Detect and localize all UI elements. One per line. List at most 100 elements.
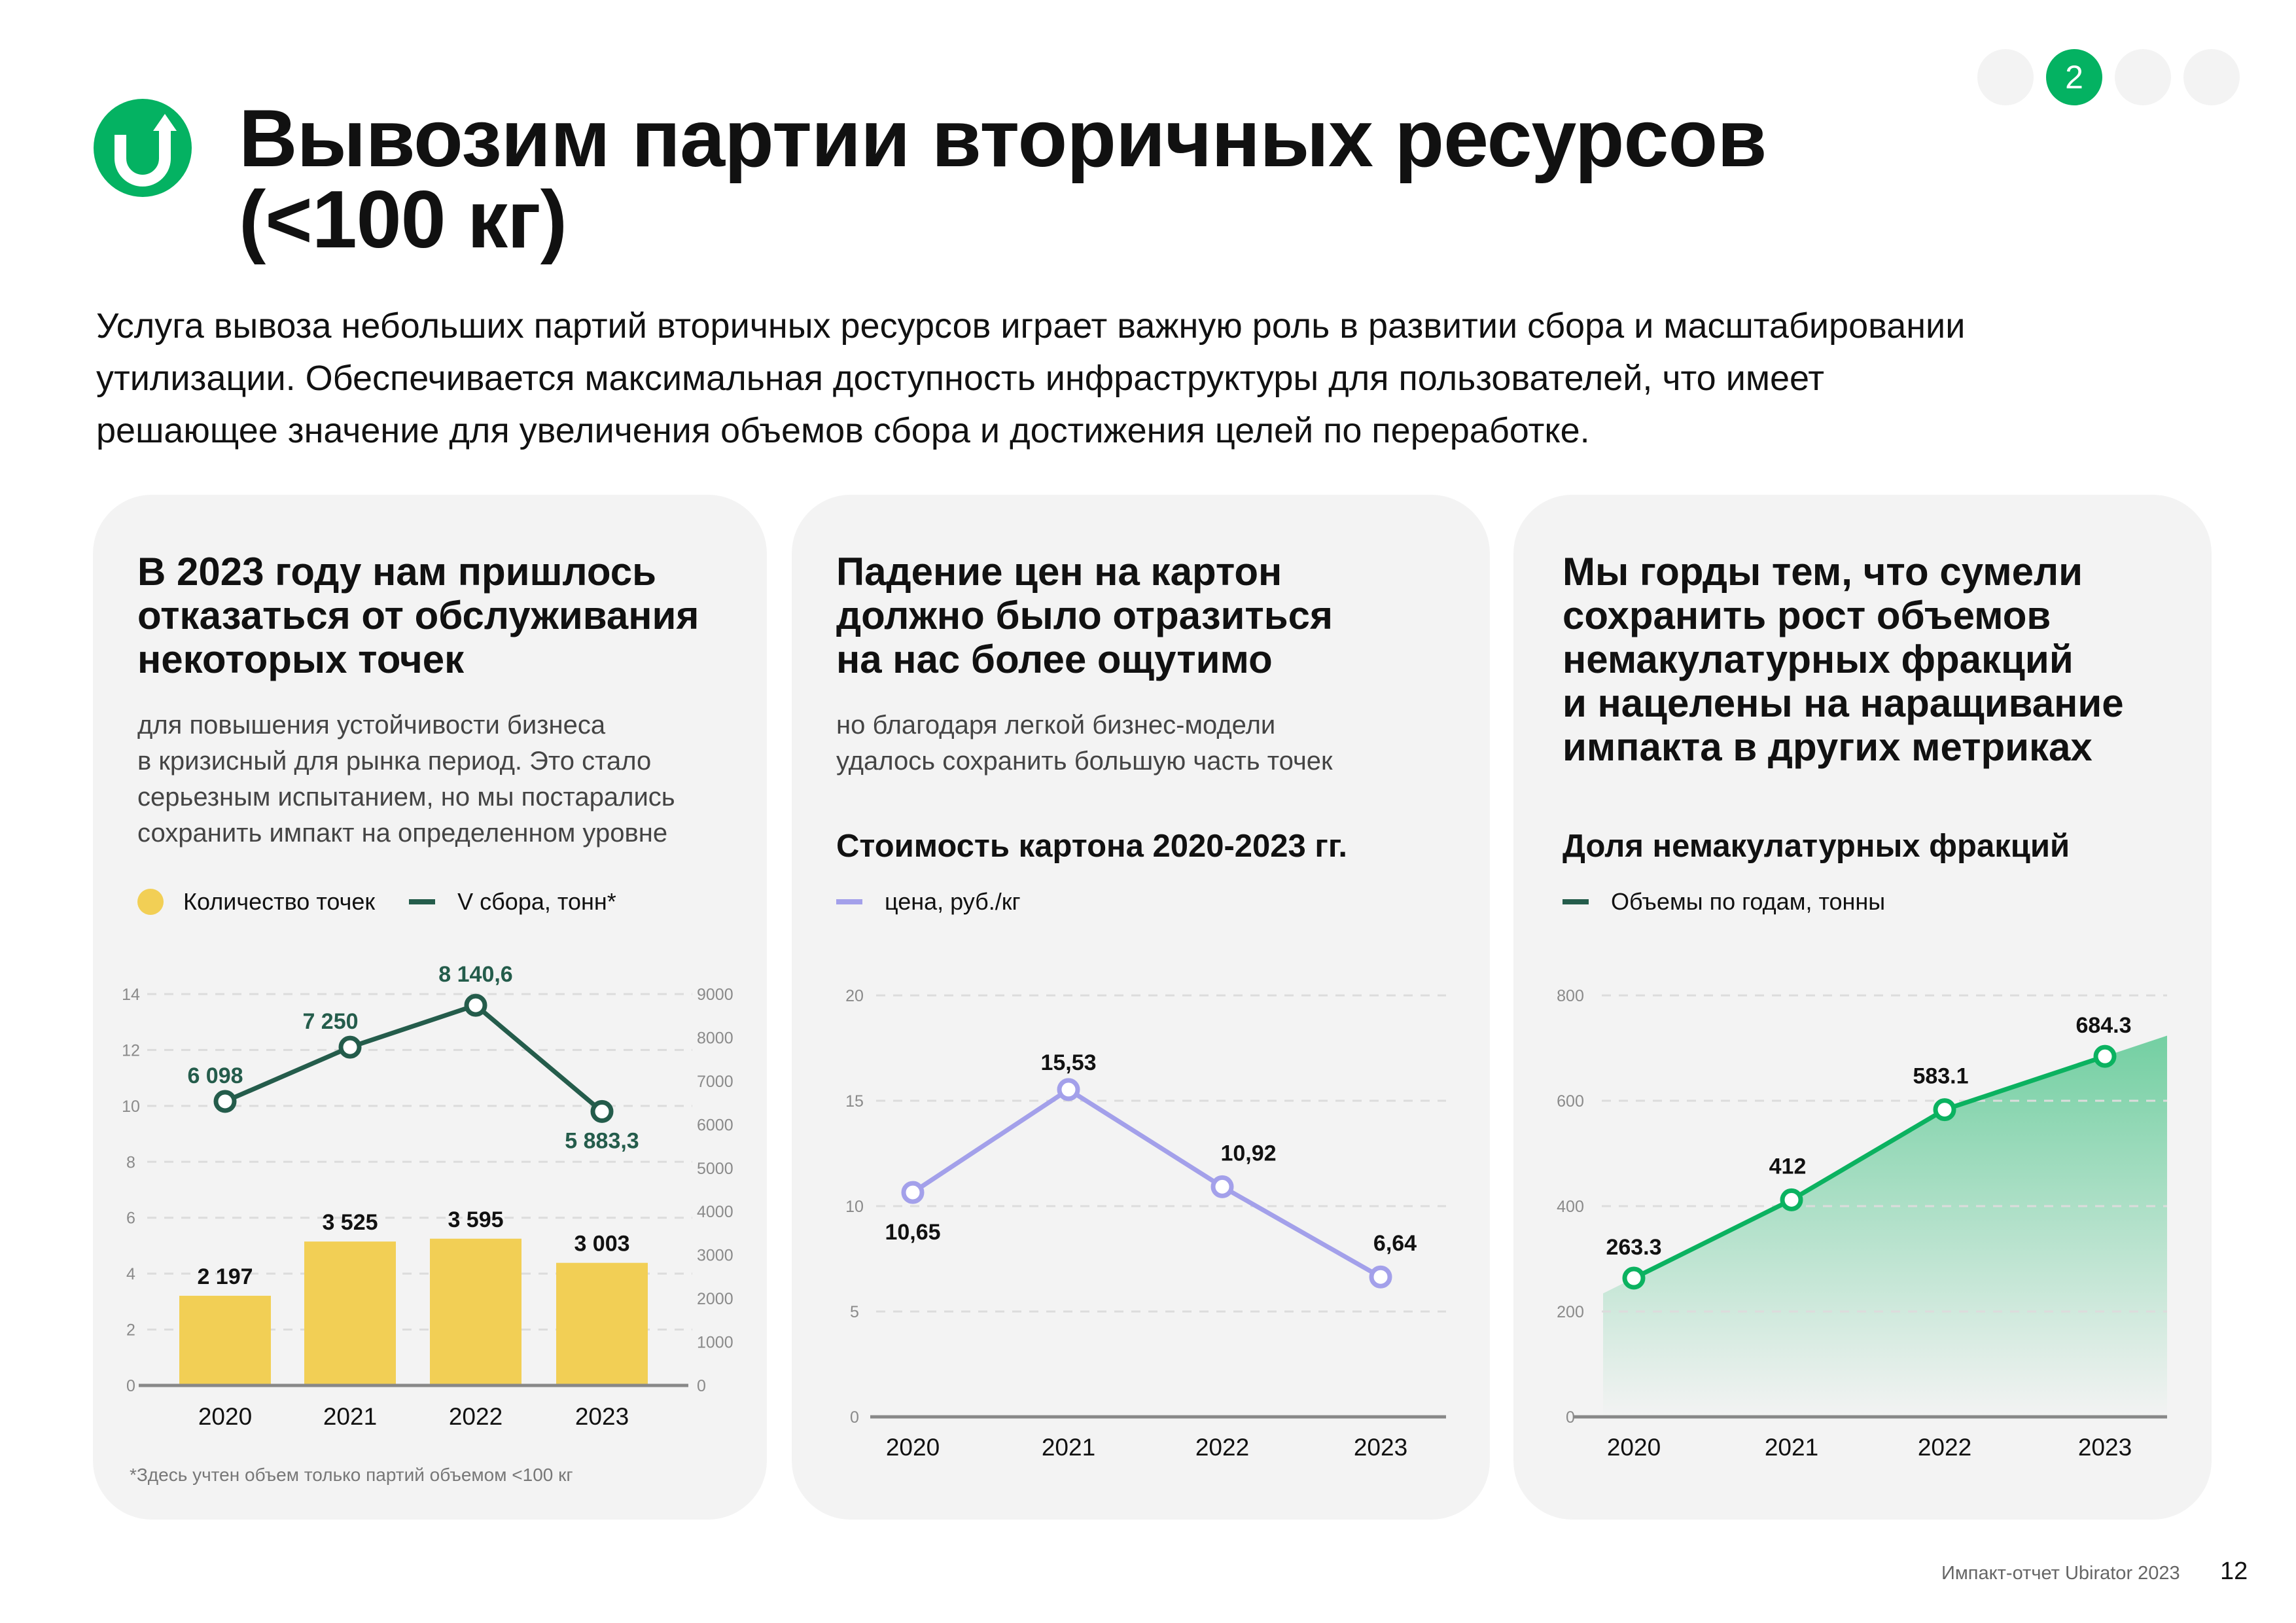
- x-axis-tick-label: 2020: [886, 1434, 940, 1461]
- subtext-line: для повышения устойчивости бизнеса: [137, 711, 606, 740]
- bar-data-label: 3 003: [574, 1232, 629, 1257]
- right-axis-tick-label: 4000: [697, 1203, 733, 1221]
- footer-report-name: Импакт-отчет Ubirator 2023: [1941, 1563, 2180, 1584]
- bar-data-label: 3 525: [322, 1210, 378, 1235]
- left-axis-tick-label: 10: [122, 1097, 140, 1116]
- left-axis-tick-label: 14: [122, 986, 140, 1004]
- subtext-line: сохранить импакт на определенном уровне: [137, 819, 668, 847]
- heading-line: немакулатурных фракций: [1563, 637, 2074, 681]
- x-axis-tick-label: 2021: [1765, 1434, 1818, 1461]
- x-axis-tick-label: 2023: [2078, 1434, 2132, 1461]
- right-axis-tick-label: 8000: [697, 1029, 733, 1047]
- card-2-legend: цена, руб./кг: [836, 888, 1021, 916]
- price-data-label: 6,64: [1373, 1231, 1417, 1256]
- y-axis-tick-label: 400: [1557, 1198, 1584, 1216]
- card-3-heading: Мы горды тем, что сумели сохранить рост …: [1563, 550, 2124, 769]
- volume-data-label: 684.3: [2075, 1013, 2131, 1038]
- card-1-legend: Количество точек V сбора, тонн*: [137, 888, 616, 916]
- volume-line: [224, 1003, 604, 1114]
- lead-line: утилизации. Обеспечивается максимальная …: [96, 359, 1824, 398]
- page-number: 12: [2220, 1558, 2248, 1585]
- heading-line: должно было отразиться: [836, 594, 1333, 637]
- heading-line: Падение цен на картон: [836, 550, 1282, 594]
- card-2-heading: Падение цен на картон должно было отрази…: [836, 550, 1333, 681]
- y-axis-tick-label: 200: [1557, 1303, 1584, 1321]
- volume-point: [1622, 1266, 1646, 1290]
- x-axis-tick-label: 2022: [1195, 1434, 1249, 1461]
- price-point: [1210, 1175, 1234, 1198]
- legend-label: V сбора, тонн*: [457, 888, 616, 915]
- title-line: Вывозим партии вторичных ресурсов: [239, 94, 1767, 184]
- volume-data-label: 263.3: [1606, 1235, 1661, 1260]
- volume-data-label: 7 250: [302, 1009, 358, 1034]
- pager-dot-1[interactable]: [1977, 49, 2034, 105]
- x-axis-tick-label: 2021: [323, 1403, 377, 1430]
- right-axis-tick-label: 2000: [697, 1290, 733, 1308]
- legend-label: цена, руб./кг: [885, 888, 1021, 915]
- right-axis-tick-label: 5000: [697, 1160, 733, 1178]
- right-axis-tick-label: 6000: [697, 1116, 733, 1134]
- left-axis-tick-label: 0: [126, 1377, 135, 1395]
- volume-point: [213, 1090, 237, 1113]
- bar-data-label: 3 595: [448, 1207, 503, 1232]
- y-axis-tick-label: 600: [1557, 1092, 1584, 1111]
- volume-data-label: 583.1: [1913, 1064, 1968, 1089]
- pager-dot-2[interactable]: 2: [2046, 49, 2102, 105]
- price-data-label: 10,92: [1220, 1141, 1276, 1166]
- legend-label: Объемы по годам, тонны: [1611, 888, 1886, 915]
- left-axis-tick-label: 12: [122, 1041, 140, 1060]
- card-3-chart-title: Доля немакулатурных фракций: [1563, 829, 2070, 864]
- left-axis-tick-label: 4: [126, 1265, 135, 1283]
- heading-line: и нацелены на наращивание: [1563, 681, 2124, 725]
- bar: [430, 1238, 521, 1385]
- card-1-subtext: для повышения устойчивости бизнеса в кри…: [137, 707, 675, 851]
- right-axis-tick-label: 3000: [697, 1247, 733, 1265]
- x-axis-tick-label: 2023: [1354, 1434, 1407, 1461]
- card-2-chart-title: Стоимость картона 2020-2023 гг.: [836, 829, 1347, 864]
- left-axis-tick-label: 8: [126, 1153, 135, 1171]
- area-fill: [1603, 1035, 2167, 1417]
- volume-point: [590, 1099, 614, 1123]
- price-data-label: 15,53: [1040, 1050, 1096, 1075]
- price-point: [1057, 1078, 1080, 1101]
- volume-point: [1933, 1098, 1956, 1122]
- y-axis-tick-label: 0: [850, 1408, 859, 1427]
- y-axis-tick-label: 10: [845, 1198, 864, 1216]
- right-axis-tick-label: 7000: [697, 1073, 733, 1091]
- volume-point: [1780, 1188, 1803, 1211]
- price-point: [1369, 1265, 1392, 1289]
- y-axis-tick-label: 800: [1557, 987, 1584, 1005]
- y-axis-tick-label: 5: [850, 1303, 859, 1321]
- subtext-line: в кризисный для рынка период. Это стало: [137, 747, 652, 776]
- x-axis-tick-label: 2020: [1607, 1434, 1661, 1461]
- card-cardboard-price: [792, 495, 1490, 1520]
- card-1-footnote: *Здесь учтен объем только партий объемом…: [130, 1465, 573, 1485]
- heading-line: В 2023 году нам пришлось: [137, 550, 656, 594]
- lead-line: решающее значение для увеличения объемов…: [96, 411, 1590, 450]
- right-axis-tick-label: 1000: [697, 1334, 733, 1352]
- lead-line: Услуга вывоза небольших партий вторичных…: [96, 306, 1966, 346]
- pager-dot-3[interactable]: [2115, 49, 2171, 105]
- y-axis-tick-label: 15: [845, 1092, 864, 1111]
- price-line: [911, 1087, 1382, 1279]
- y-axis-tick-label: 0: [1566, 1408, 1575, 1427]
- heading-line: отказаться от обслуживания: [137, 594, 699, 637]
- y-axis-tick-label: 20: [845, 987, 864, 1005]
- heading-line: импакта в других метриках: [1563, 725, 2093, 769]
- volume-data-label: 8 140,6: [438, 962, 512, 987]
- x-axis-tick-label: 2021: [1042, 1434, 1095, 1461]
- x-axis-tick-label: 2023: [575, 1403, 629, 1430]
- legend-swatch-line: [409, 899, 436, 904]
- bar: [304, 1241, 396, 1385]
- lead-paragraph: Услуга вывоза небольших партий вторичных…: [96, 300, 2255, 457]
- right-axis-tick-label: 9000: [697, 986, 733, 1004]
- legend-swatch-dot: [137, 889, 164, 915]
- pager-dot-4[interactable]: [2183, 49, 2240, 105]
- legend-swatch-line: [836, 899, 862, 904]
- price-point: [901, 1181, 925, 1204]
- card-1-heading: В 2023 году нам пришлось отказаться от о…: [137, 550, 699, 681]
- u-turn-arrow-icon: [94, 99, 192, 197]
- price-data-label: 10,65: [885, 1220, 940, 1245]
- heading-line: некоторых точек: [137, 637, 465, 681]
